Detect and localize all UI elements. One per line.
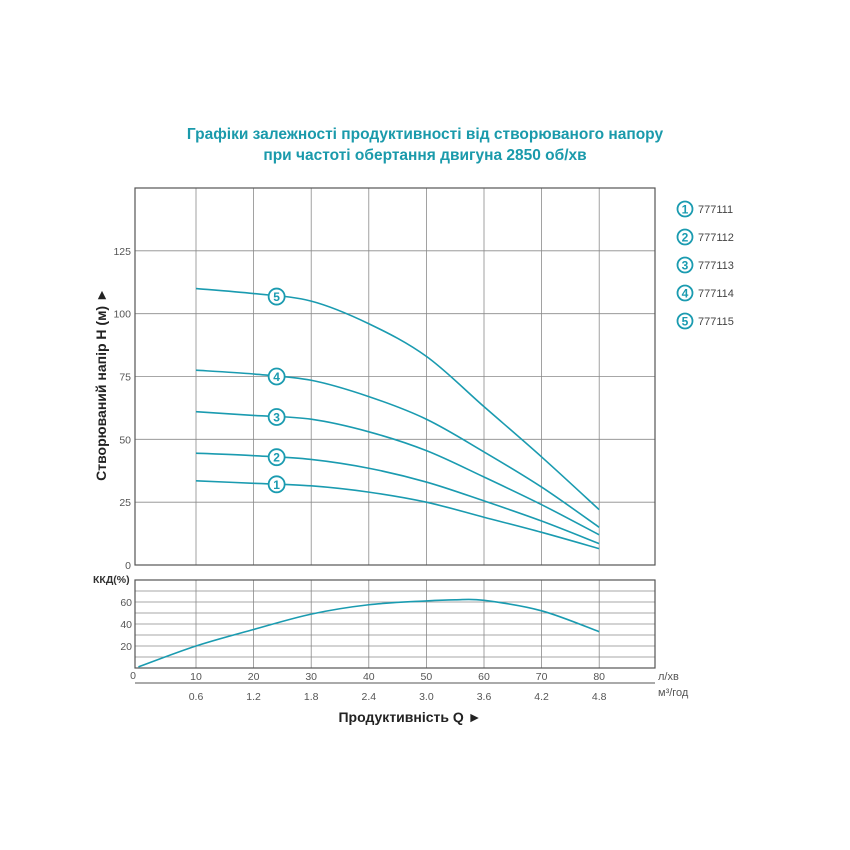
chart-title: Графіки залежності продуктивності від ст… bbox=[0, 124, 850, 166]
series-marker-circle bbox=[267, 408, 286, 426]
series-marker-label: 5 bbox=[273, 290, 280, 304]
x-tick-label-m3h: 4.2 bbox=[534, 691, 549, 703]
legend-marker-circle bbox=[676, 200, 694, 218]
legend-entry: 777115 bbox=[698, 316, 734, 328]
title-line-2: при частоті обертання двигуна 2850 об/хв bbox=[263, 147, 587, 164]
x-tick-label-lpm: 10 bbox=[190, 671, 202, 683]
series-marker-circle bbox=[267, 367, 286, 386]
y-tick-label: 75 bbox=[119, 372, 131, 384]
x-tick-label-m3h: 2.4 bbox=[361, 691, 376, 703]
y-tick-label: 40 bbox=[120, 619, 132, 631]
series-marker-label: 3 bbox=[273, 410, 280, 424]
series-marker-circle bbox=[267, 287, 286, 306]
y-axis-label: Створюваний напір H (м) ► bbox=[93, 288, 109, 481]
y-tick-label: 50 bbox=[119, 434, 131, 446]
x-tick-label-m3h: 3.0 bbox=[419, 691, 434, 703]
legend-marker-label: 1 bbox=[682, 203, 689, 217]
x-tick-label-lpm: 70 bbox=[536, 671, 548, 683]
y-tick-label: 0 bbox=[125, 560, 131, 572]
series-line-2 bbox=[195, 452, 600, 545]
legend-marker-label: 5 bbox=[682, 315, 689, 329]
legend-entry: 777113 bbox=[698, 260, 734, 272]
series-marker-label: 2 bbox=[273, 451, 280, 465]
x-tick-label-m3h: 1.2 bbox=[246, 691, 261, 703]
x-tick-label-lpm: 60 bbox=[478, 671, 490, 683]
efficiency-line bbox=[138, 598, 600, 668]
x-tick-label-m3h: 0.6 bbox=[189, 691, 204, 703]
x-tick-label-m3h: 3.6 bbox=[477, 691, 492, 703]
legend-entry: 777114 bbox=[698, 288, 734, 300]
legend-marker-label: 2 bbox=[682, 231, 689, 245]
legend-marker-label: 3 bbox=[682, 259, 689, 273]
plot-frame-efficiency bbox=[134, 579, 656, 669]
legend-entry: 777111 bbox=[698, 204, 733, 216]
y-tick-label: 20 bbox=[120, 641, 132, 653]
series-line-1 bbox=[195, 480, 600, 550]
x-tick-label-lpm: 50 bbox=[421, 671, 433, 683]
x-tick-label-lpm: 20 bbox=[248, 671, 260, 683]
efficiency-axis-label: ККД(%) bbox=[93, 574, 130, 586]
series-line-3 bbox=[195, 410, 600, 536]
x-tick-label-lpm: 80 bbox=[593, 671, 605, 683]
title-line-1: Графіки залежності продуктивності від ст… bbox=[186, 126, 664, 143]
legend-marker-circle bbox=[676, 284, 694, 302]
y-tick-label: 25 bbox=[119, 497, 131, 509]
series-line-5 bbox=[195, 287, 600, 511]
legend-marker-circle bbox=[676, 256, 694, 274]
x-tick-label-m3h: 4.8 bbox=[592, 691, 607, 703]
series-marker-label: 1 bbox=[273, 478, 280, 492]
plot-frame bbox=[134, 187, 656, 566]
series-marker-label: 4 bbox=[273, 370, 280, 384]
x-tick-label-m3h: 1.8 bbox=[304, 691, 319, 703]
x-tick-label-lpm: 40 bbox=[363, 671, 375, 683]
series-line-4 bbox=[195, 369, 600, 528]
x-unit-secondary: м³/год bbox=[658, 687, 689, 699]
legend-entry: 777112 bbox=[698, 232, 734, 244]
series-marker-circle bbox=[267, 448, 286, 467]
x-origin-label: 0 bbox=[130, 670, 136, 682]
x-unit-primary: л/хв bbox=[658, 671, 679, 683]
x-axis-label: Продуктивність Q ► bbox=[338, 709, 481, 725]
y-tick-label: 60 bbox=[120, 597, 132, 609]
legend-marker-circle bbox=[676, 228, 694, 246]
series-marker-circle bbox=[267, 475, 286, 494]
y-tick-label: 100 bbox=[113, 309, 131, 321]
x-tick-label-lpm: 30 bbox=[305, 671, 317, 683]
legend-marker-label: 4 bbox=[682, 287, 689, 301]
y-tick-label: 125 bbox=[113, 246, 131, 258]
legend-marker-circle bbox=[676, 312, 694, 330]
